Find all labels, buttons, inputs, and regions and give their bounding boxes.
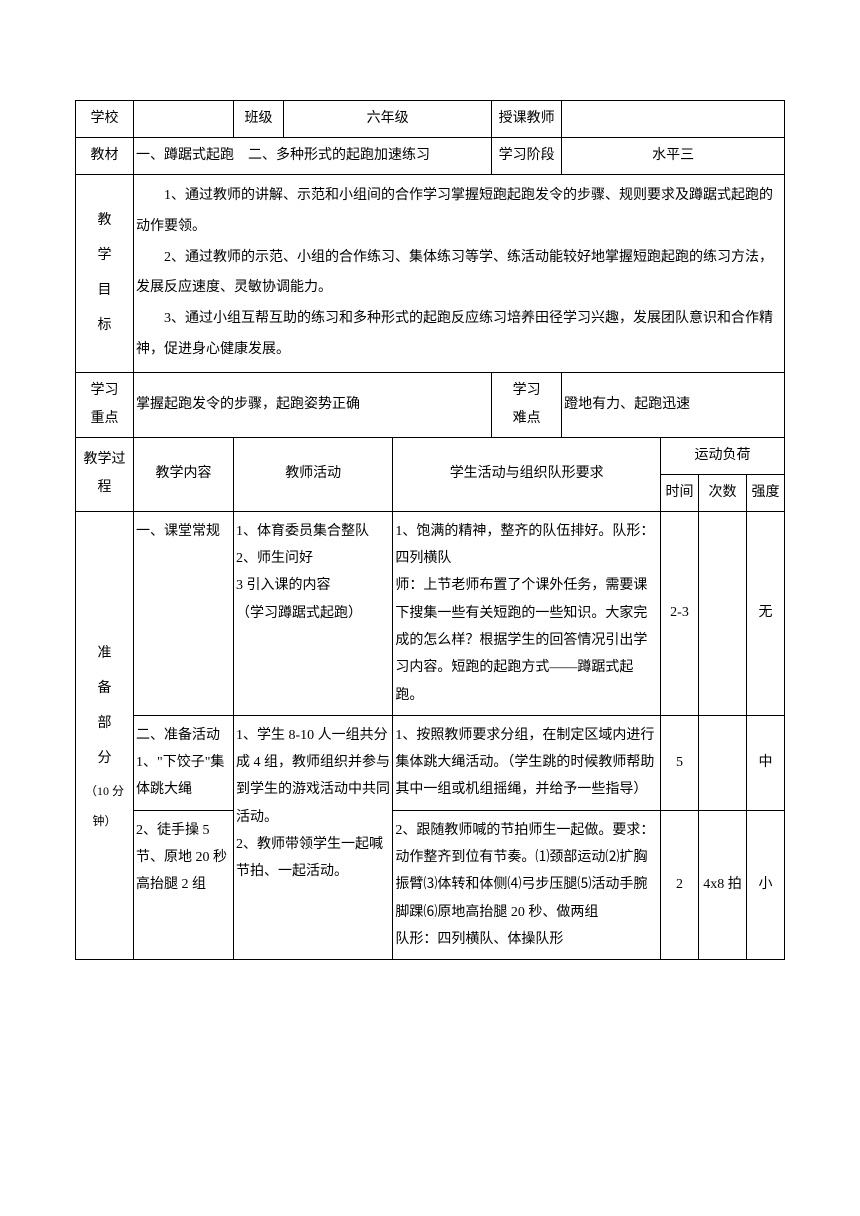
teacher1-1: 1、体育委员集合整队 <box>236 518 390 545</box>
diff-label: 学习 难点 <box>492 372 562 437</box>
student2-1: 1、按照教师要求分组，在制定区域内进行集体跳大绳活动。（学生跳的时候教师帮助其中… <box>395 722 658 804</box>
prep-label-4: 分 <box>78 741 131 776</box>
student2-3: 队形：四列横队、体操队形 <box>395 926 658 953</box>
prep-section-label: 准 备 部 分 （10 分钟） <box>76 511 134 959</box>
goal-item-1: 1、通过教师的讲解、示范和小组间的合作学习掌握短跑起跑发令的步骤、规则要求及蹲踞… <box>136 181 782 243</box>
prep-teacher-1: 1、体育委员集合整队 2、师生问好 3 引入课的内容 （学习蹲踞式起跑） <box>234 511 393 715</box>
prep-label-3: 部 <box>78 706 131 741</box>
content2-item1: 1、"下饺子"集体跳大绳 <box>136 749 231 804</box>
goals-label-4: 标 <box>78 308 131 343</box>
prep-content-1: 一、课堂常规 <box>134 511 234 715</box>
school-label: 学校 <box>76 101 134 138</box>
lesson-plan-table: 学校 班级 六年级 授课教师 教材 一、蹲踞式起跑 二、多种形式的起跑加速练习 … <box>75 100 785 960</box>
teacher-value <box>562 101 785 138</box>
sub-count: 次数 <box>699 474 747 511</box>
content2-title: 二、准备活动 <box>136 722 231 749</box>
key-label: 学习 重点 <box>76 372 134 437</box>
key-label-1: 学习 <box>78 377 131 405</box>
prep-teacher-2: 1、学生 8-10 人一组共分成 4 组，教师组织并参与到学生的游戏活动中共同活… <box>234 715 393 959</box>
sub-time: 时间 <box>661 474 699 511</box>
teacher2-1: 1、学生 8-10 人一组共分成 4 组，教师组织并参与到学生的游戏活动中共同活… <box>236 722 390 831</box>
prep-label-1: 准 <box>78 636 131 671</box>
time-2: 5 <box>661 715 699 810</box>
goal-item-3: 3、通过小组互帮互助的练习和多种形式的起跑反应练习培养田径学习兴趣，发展团队意识… <box>136 304 782 366</box>
diff-value: 蹬地有力、起跑迅速 <box>562 372 785 437</box>
intensity-1: 无 <box>747 511 785 715</box>
class-value: 六年级 <box>284 101 492 138</box>
goals-label-1: 教 <box>78 203 131 238</box>
teacher1-4: （学习蹲踞式起跑） <box>236 600 390 627</box>
process-col-2: 教学内容 <box>134 437 234 511</box>
teacher1-3: 3 引入课的内容 <box>236 572 390 599</box>
prep-content-3: 2、徒手操 5 节、原地 20 秒高抬腿 2 组 <box>134 810 234 959</box>
key-value: 掌握起跑发令的步骤，起跑姿势正确 <box>134 372 492 437</box>
time-1: 2-3 <box>661 511 699 715</box>
key-label-2: 重点 <box>78 405 131 433</box>
process-col-4: 学生活动与组织队形要求 <box>393 437 661 511</box>
goals-label: 教 学 目 标 <box>76 175 134 373</box>
goal-item-2: 2、通过教师的示范、小组的合作练习、集体练习等学、练活动能较好地掌握短跑起跑的练… <box>136 243 782 305</box>
process-col-3: 教师活动 <box>234 437 393 511</box>
prep-content-2: 二、准备活动 1、"下饺子"集体跳大绳 <box>134 715 234 810</box>
sub-intensity: 强度 <box>747 474 785 511</box>
diff-label-2: 难点 <box>494 405 559 433</box>
prep-student-3: 2、跟随教师喊的节拍师生一起做。要求：动作整齐到位有节奏。⑴颈部运动⑵扩胸振臂⑶… <box>393 810 661 959</box>
intensity-2: 中 <box>747 715 785 810</box>
goals-label-3: 目 <box>78 273 131 308</box>
class-label: 班级 <box>234 101 284 138</box>
goals-label-2: 学 <box>78 238 131 273</box>
intensity-3: 小 <box>747 810 785 959</box>
student1-a: 1、饱满的精神，整齐的队伍排好。队形：四列横队 <box>395 518 658 573</box>
teacher2-2: 2、教师带领学生一起喊节拍、一起活动。 <box>236 831 390 886</box>
student2-2: 2、跟随教师喊的节拍师生一起做。要求：动作整齐到位有节奏。⑴颈部运动⑵扩胸振臂⑶… <box>395 817 658 926</box>
goals-content: 1、通过教师的讲解、示范和小组间的合作学习掌握短跑起跑发令的步骤、规则要求及蹲踞… <box>134 175 785 373</box>
count-1 <box>699 511 747 715</box>
count-2 <box>699 715 747 810</box>
content1-title: 一、课堂常规 <box>136 518 231 545</box>
prep-note: （10 分钟） <box>78 776 131 836</box>
prep-student-2: 1、按照教师要求分组，在制定区域内进行集体跳大绳活动。（学生跳的时候教师帮助其中… <box>393 715 661 810</box>
time-3: 2 <box>661 810 699 959</box>
count-3: 4x8 拍 <box>699 810 747 959</box>
stage-label: 学习阶段 <box>492 138 562 175</box>
teacher-label: 授课教师 <box>492 101 562 138</box>
student1-b: 师：上节老师布置了个课外任务，需要课下搜集一些有关短跑的一些知识。大家完成的怎么… <box>395 572 658 708</box>
stage-value: 水平三 <box>562 138 785 175</box>
prep-label-2: 备 <box>78 671 131 706</box>
material-content: 一、蹲踞式起跑 二、多种形式的起跑加速练习 <box>134 138 492 175</box>
teacher1-2: 2、师生问好 <box>236 545 390 572</box>
material-label: 教材 <box>76 138 134 175</box>
content2-item2: 2、徒手操 5 节、原地 20 秒高抬腿 2 组 <box>136 817 231 899</box>
process-col-5: 运动负荷 <box>661 437 785 474</box>
process-col-1: 教学过程 <box>76 437 134 511</box>
diff-label-1: 学习 <box>494 377 559 405</box>
prep-student-1: 1、饱满的精神，整齐的队伍排好。队形：四列横队 师：上节老师布置了个课外任务，需… <box>393 511 661 715</box>
school-value <box>134 101 234 138</box>
